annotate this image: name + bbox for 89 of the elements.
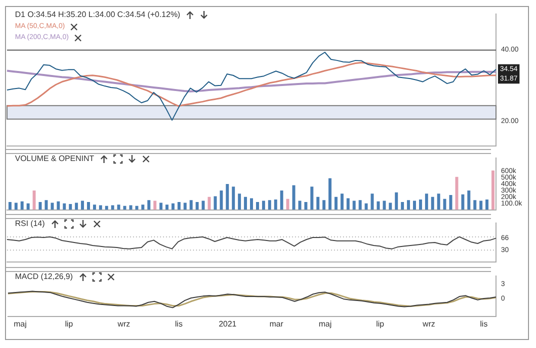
bar	[437, 194, 440, 210]
bar	[238, 194, 241, 210]
bar	[153, 200, 156, 210]
bar	[220, 190, 223, 210]
chart-title: D1 O:34.54 H:35.20 L:34.00 C:34.54 (+0.12%)	[15, 10, 180, 19]
x-tick-label: lip	[64, 319, 74, 328]
bar	[80, 200, 84, 210]
bar	[412, 200, 416, 210]
bar	[364, 203, 368, 210]
x-tick-label: maj	[318, 319, 332, 328]
bar	[298, 200, 302, 210]
bar	[473, 200, 476, 210]
bar	[190, 200, 193, 210]
bar	[208, 196, 211, 210]
x-tick-label: maj	[14, 319, 27, 328]
bar	[165, 204, 168, 210]
bar	[93, 204, 96, 210]
bar	[280, 190, 284, 210]
x-tick-label: lis	[175, 319, 183, 328]
bar	[485, 199, 488, 210]
bar	[382, 200, 386, 210]
bar	[406, 200, 410, 210]
x-tick-label: wrz	[422, 319, 436, 328]
bar	[370, 194, 374, 210]
bar	[443, 198, 446, 210]
bar	[467, 190, 470, 210]
x-tick-label: lis	[480, 319, 488, 328]
bar	[141, 204, 144, 210]
bar	[117, 204, 120, 210]
bar	[74, 202, 78, 210]
bar	[352, 200, 356, 210]
bar	[388, 202, 392, 210]
bar	[184, 202, 187, 210]
bar	[178, 202, 181, 210]
bar	[256, 202, 260, 210]
x-tick-label: 2021	[218, 319, 238, 328]
x-tick-label: mar	[270, 319, 284, 328]
bar	[425, 194, 428, 210]
bar	[232, 186, 235, 210]
bar	[26, 203, 30, 210]
bar	[340, 194, 344, 210]
bar	[8, 202, 12, 210]
bar	[286, 198, 290, 210]
bar	[310, 186, 314, 210]
bar	[292, 185, 296, 210]
bar	[376, 201, 380, 210]
bar	[431, 196, 434, 210]
bar	[214, 196, 217, 210]
bar	[322, 200, 326, 210]
bar	[268, 200, 272, 210]
bar	[461, 194, 464, 210]
bar	[68, 204, 72, 210]
bar	[44, 200, 48, 210]
bar	[449, 194, 452, 210]
bar	[491, 170, 494, 210]
bar	[262, 200, 266, 210]
bar	[62, 203, 66, 210]
bar	[334, 196, 338, 210]
bar	[244, 196, 247, 210]
bar	[479, 200, 482, 210]
bar	[419, 199, 422, 210]
x-tick-label: wrz	[116, 319, 130, 328]
bar	[20, 201, 24, 210]
bar	[32, 190, 36, 210]
bar	[250, 198, 254, 210]
bar	[196, 202, 199, 210]
bar	[304, 202, 308, 210]
bar	[172, 203, 175, 210]
bar	[346, 198, 350, 210]
bar	[56, 201, 60, 210]
bar	[328, 178, 332, 210]
bar	[14, 202, 18, 210]
bar	[202, 200, 205, 210]
bar	[147, 200, 150, 210]
bar	[226, 184, 229, 210]
bar	[455, 176, 458, 210]
bar	[38, 202, 42, 210]
bar	[358, 200, 362, 210]
bar	[274, 199, 278, 210]
bar	[50, 202, 54, 210]
chart-title: RSI (14)	[15, 219, 45, 228]
bar	[159, 202, 162, 210]
bar	[400, 202, 404, 210]
bar	[316, 196, 320, 210]
x-tick-label: lip	[376, 319, 385, 328]
bar	[86, 202, 90, 210]
chart-title: MACD (12,26,9)	[15, 272, 73, 281]
bar	[394, 192, 398, 210]
chart-title: VOLUME & OPENINT	[15, 154, 94, 163]
